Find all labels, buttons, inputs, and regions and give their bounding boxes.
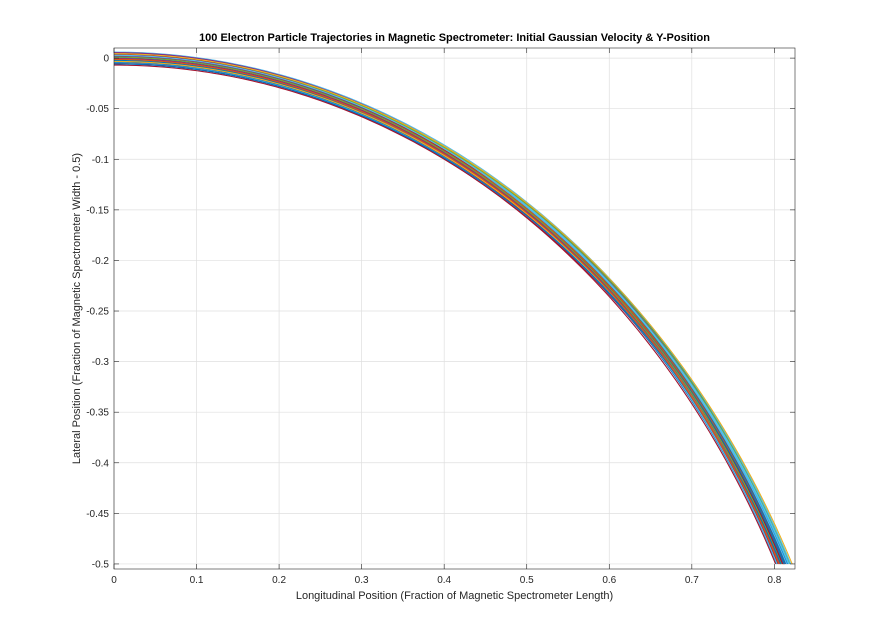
y-axis-label: Lateral Position (Fraction of Magnetic S…	[71, 153, 83, 464]
x-tick-label: 0.8	[767, 575, 781, 586]
y-tick-label: -0.35	[86, 408, 109, 419]
y-tick-label: -0.4	[92, 458, 110, 469]
trajectory-line	[114, 58, 782, 565]
trajectory-line	[114, 58, 780, 565]
axes-background	[114, 48, 795, 569]
x-tick-label: 0.5	[520, 575, 534, 586]
y-tick-label: -0.25	[86, 307, 109, 318]
chart-title: 100 Electron Particle Trajectories in Ma…	[199, 32, 710, 44]
y-tick-label: -0.2	[92, 256, 110, 267]
x-tick-label: 0.2	[272, 575, 286, 586]
x-tick-labels: 0 0.1 0.2 0.3 0.4 0.5 0.6 0.7 0.8	[111, 575, 782, 586]
y-tick-label: -0.3	[92, 357, 110, 368]
y-tick-label: -0.05	[86, 104, 109, 115]
y-tick-label: -0.1	[92, 155, 110, 166]
x-tick-label: 0.3	[355, 575, 369, 586]
y-tick-label: -0.45	[86, 509, 109, 520]
trajectory-line	[114, 56, 782, 565]
x-axis-label: Longitudinal Position (Fraction of Magne…	[296, 590, 613, 602]
axes-box	[113, 47, 796, 570]
trajectory-line	[114, 63, 782, 565]
y-tick-labels: 0 -0.05 -0.1 -0.15 -0.2 -0.25 -0.3 -0.35 -0.4 -0.…	[86, 54, 109, 571]
y-tick-label: -0.15	[86, 205, 109, 216]
trajectory-series	[114, 51, 793, 565]
x-tick-label: 0.6	[602, 575, 616, 586]
y-tick-label: 0	[103, 54, 109, 65]
y-tick-label: -0.5	[92, 559, 110, 570]
x-tick-label: 0.7	[685, 575, 699, 586]
trajectory-line	[114, 53, 793, 565]
trajectory-line	[114, 54, 788, 565]
grid-lines	[113, 48, 795, 569]
x-tick-label: 0.1	[190, 575, 204, 586]
tick-marks	[113, 48, 795, 569]
x-tick-label: 0.4	[437, 575, 451, 586]
x-tick-label: 0	[111, 575, 117, 586]
